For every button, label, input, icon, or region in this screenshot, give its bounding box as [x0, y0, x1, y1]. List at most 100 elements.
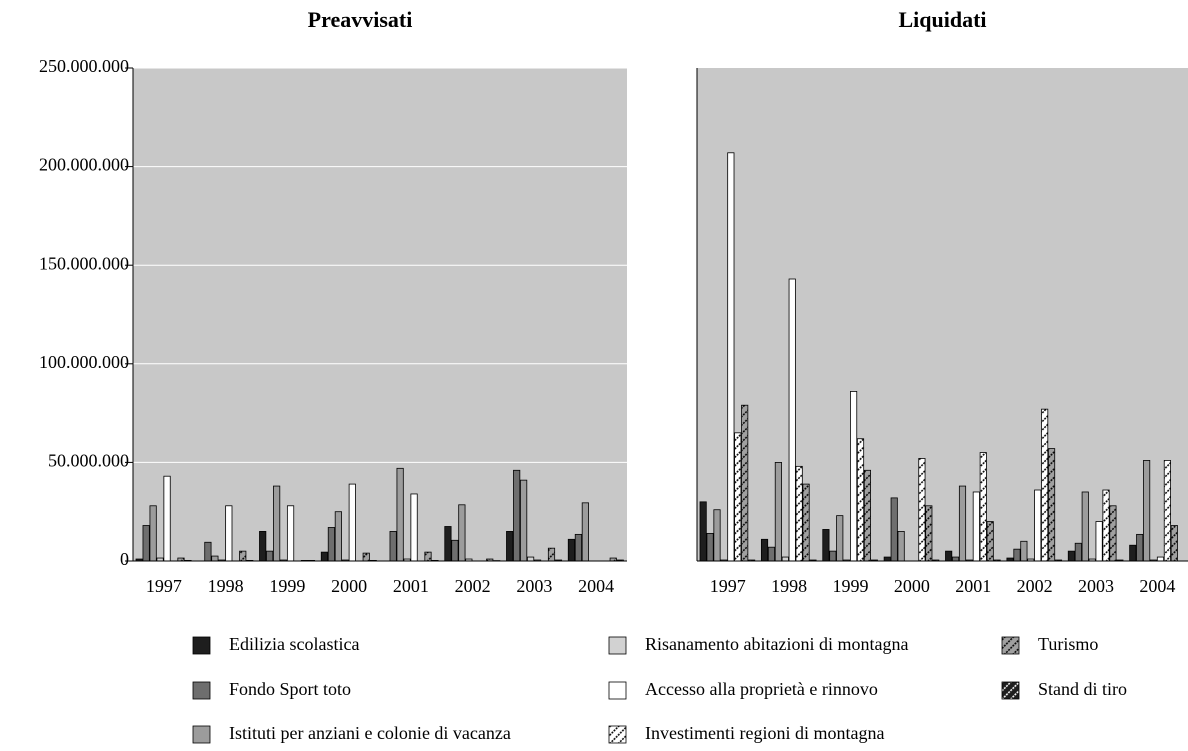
y-tick-label: 50.000.000 [48, 451, 129, 471]
plot-area [133, 68, 627, 561]
x-tick-label: 2001 [393, 576, 429, 596]
bar: Accesso alla proprietà e rinnovo [1034, 489, 1042, 562]
bar: Turismo [1170, 525, 1178, 562]
y-tick-label: 100.000.000 [39, 352, 129, 372]
bar [225, 505, 233, 562]
bar: Fondo Sport toto [1136, 533, 1144, 562]
bar: Istituti per anziani e colonie di vacanz… [897, 531, 905, 562]
bar: Turismo [925, 505, 933, 562]
x-tick-label: 2004 [1139, 576, 1175, 596]
legend-swatch [192, 636, 211, 655]
bar [451, 539, 459, 562]
legend-swatch [608, 681, 627, 700]
bar: Investimenti regioni di montagna [1102, 489, 1110, 562]
bar [273, 485, 281, 562]
bar [513, 469, 521, 562]
bar [458, 504, 466, 562]
legend-swatch [608, 725, 627, 744]
bar: Investimenti regioni di montagna [795, 465, 803, 562]
x-tick-label: 2000 [894, 576, 930, 596]
bar [574, 533, 582, 562]
x-tick-label: 2002 [1017, 576, 1053, 596]
bar: Accesso alla proprietà e rinnovo [1095, 521, 1103, 562]
y-tick-label: 200.000.000 [39, 155, 129, 175]
bar [362, 552, 370, 562]
legend-label: Risanamento abitazioni di montagna [645, 634, 908, 654]
x-tick-label: 1999 [832, 576, 868, 596]
bar: Edilizia scolastica [883, 556, 891, 562]
bar: Investimenti regioni di montagna [734, 432, 742, 562]
bar [163, 475, 171, 562]
bar [424, 551, 432, 562]
bar: Investimenti regioni di montagna [856, 438, 865, 562]
bar: Istituti per anziani e colonie di vacanz… [774, 461, 782, 562]
bar [266, 550, 274, 562]
bar [567, 538, 576, 562]
bar: Investimenti regioni di montagna [979, 452, 987, 562]
x-tick-label: 2003 [1078, 576, 1114, 596]
x-tick-label: 2001 [955, 576, 991, 596]
bar [389, 531, 397, 562]
bar: Investimenti regioni di montagna [1041, 408, 1049, 562]
bar [520, 479, 528, 562]
legend-label: Edilizia scolastica [229, 634, 359, 654]
bar: Turismo [1109, 505, 1117, 562]
plot-area [697, 68, 1188, 561]
bar: Fondo Sport toto [1074, 542, 1082, 562]
bar: Accesso alla proprietà e rinnovo [972, 491, 980, 562]
bar: Fondo Sport toto [1013, 548, 1021, 562]
bar: Fondo Sport toto [706, 532, 714, 562]
bar [259, 531, 267, 562]
bar [149, 505, 157, 562]
legend-label: Investimenti regioni di montagna [645, 723, 884, 743]
bar [211, 555, 219, 562]
bar: Istituti per anziani e colonie di vacanz… [1081, 491, 1089, 562]
x-tick-label: 2003 [516, 576, 552, 596]
bar: Accesso alla proprietà e rinnovo [1156, 556, 1165, 562]
bar [327, 527, 335, 562]
bar: Turismo [986, 521, 994, 562]
bar [348, 483, 356, 562]
bar: Investimenti regioni di montagna [1163, 460, 1171, 562]
bar: Fondo Sport toto [952, 556, 960, 562]
bar: Turismo [741, 404, 749, 562]
bar: Edilizia scolastica [1129, 544, 1137, 562]
bar: Istituti per anziani e colonie di vacanz… [836, 515, 844, 562]
x-tick-label: 2002 [455, 576, 491, 596]
legend-label: Fondo Sport toto [229, 679, 351, 699]
legend-swatch [1001, 636, 1020, 655]
bar: Istituti per anziani e colonie di vacanz… [958, 485, 967, 562]
bar: Edilizia scolastica [1067, 550, 1075, 562]
legend-label: Accesso alla proprietà e rinnovo [645, 679, 878, 699]
bar [581, 502, 589, 562]
bar: Investimenti regioni di montagna [918, 458, 926, 562]
x-tick-label: 1998 [771, 576, 807, 596]
bar [204, 541, 212, 562]
x-tick-label: 1998 [208, 576, 244, 596]
bar: Edilizia scolastica [945, 550, 953, 562]
bar: Turismo [863, 469, 872, 562]
y-tick-label: 250.000.000 [39, 56, 129, 76]
bar [320, 551, 329, 562]
chart-title: Preavvisati [308, 7, 413, 32]
bar: Istituti per anziani e colonie di vacanz… [1143, 460, 1151, 562]
bar: Turismo [802, 483, 810, 562]
x-tick-label: 1999 [269, 576, 305, 596]
x-tick-label: 1997 [146, 576, 182, 596]
bar [444, 526, 452, 562]
bar [239, 550, 247, 562]
bar [506, 531, 514, 562]
bar: Edilizia scolastica [822, 529, 830, 562]
bar: Edilizia scolastica [760, 538, 769, 562]
y-tick-label: 0 [120, 549, 129, 569]
bar [142, 525, 150, 562]
y-tick-label: 150.000.000 [39, 253, 129, 273]
bar [334, 511, 342, 562]
bar [527, 556, 535, 562]
bar: Accesso alla proprietà e rinnovo [727, 152, 735, 562]
legend-label: Stand di tiro [1038, 679, 1127, 699]
x-tick-label: 1997 [710, 576, 746, 596]
legend-label: Istituti per anziani e colonie di vacanz… [229, 723, 511, 743]
